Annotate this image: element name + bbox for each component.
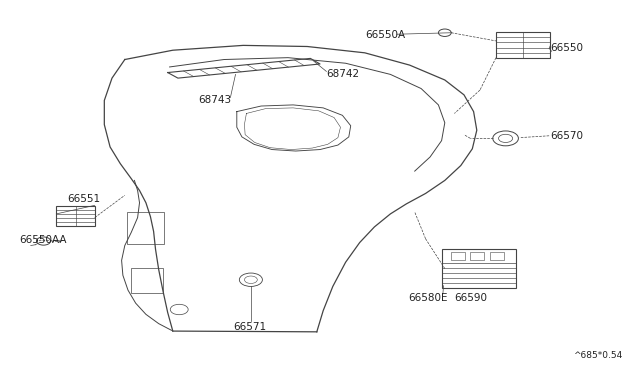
Text: 66550: 66550 [550, 44, 584, 53]
Bar [131, 268, 163, 293]
Bar [56, 205, 95, 226]
Text: 68742: 68742 [326, 70, 360, 79]
Text: 66570: 66570 [550, 131, 584, 141]
Text: 66551: 66551 [67, 194, 100, 204]
Bar [470, 252, 484, 260]
Bar [127, 212, 164, 244]
Text: 66580E: 66580E [408, 293, 448, 302]
Text: 66550AA: 66550AA [19, 235, 67, 245]
Text: 66590: 66590 [454, 293, 488, 302]
Bar [496, 32, 550, 58]
Text: 66571: 66571 [234, 323, 267, 332]
Bar [442, 249, 516, 288]
Text: 68743: 68743 [198, 96, 232, 105]
Bar [490, 252, 504, 260]
Text: 66550A: 66550A [365, 31, 405, 40]
Bar [451, 252, 465, 260]
Text: ^685*0.54: ^685*0.54 [573, 351, 622, 360]
